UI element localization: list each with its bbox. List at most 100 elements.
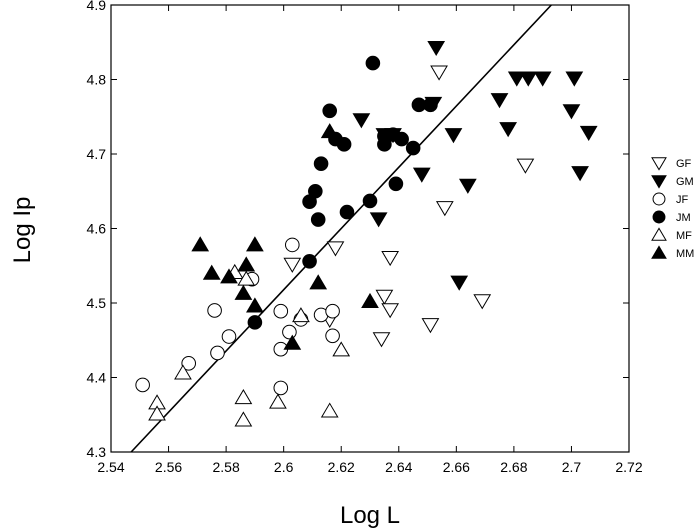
data-point-mf [174,364,192,380]
series-gm [352,40,598,291]
data-point-mf [234,411,253,427]
data-point-gm [427,40,446,57]
data-point-mm [234,284,253,300]
data-point-gf [430,65,448,81]
legend-marker-gf [651,157,667,171]
data-point-gf [375,289,394,305]
legend-item-gf: GF [651,157,692,171]
data-point-mm [191,236,210,252]
data-point-jm [362,193,378,209]
x-tick-label: 2.66 [443,459,470,475]
data-point-mm [220,268,238,284]
data-point-gf [516,158,535,174]
legend-marker-mm [651,245,667,259]
x-tick-label: 2.58 [212,459,239,475]
data-point-mm [309,274,328,290]
legend-label: GM [676,176,694,188]
data-point-gm [579,125,598,141]
data-point-mf [237,270,256,286]
data-point-gf [381,251,400,267]
data-point-mf [148,405,166,421]
series-gf [283,65,535,348]
legend-item-jf: JF [652,192,689,206]
data-point-gf [372,332,391,348]
data-point-jf [135,377,150,393]
data-point-gf [381,303,400,319]
fit-line-group [130,4,552,453]
data-point-gm [519,71,538,87]
data-point-jm [336,137,352,152]
data-point-mf [234,389,253,405]
data-points [135,40,598,427]
data-point-gm [450,275,469,291]
data-point-jf [181,356,196,371]
data-point-mm [320,123,339,139]
plot-frame [110,4,630,453]
y-tick-label: 4.3 [87,444,107,460]
legend-marker-jf [652,192,666,206]
data-point-gm [571,166,589,182]
data-point-jm [388,176,404,192]
data-point-gm [369,212,388,228]
data-point-gf [283,257,302,273]
data-point-gf [326,241,345,257]
data-point-gm [533,71,552,87]
data-point-gf [473,294,492,310]
y-tick-label: 4.9 [87,0,107,13]
x-tick-label: 2.64 [385,459,412,475]
legend-item-mm: MM [651,245,694,260]
legend: GF GM JF JM MF MM [651,157,694,260]
legend-marker-mf [651,227,667,241]
data-point-gm [507,71,526,87]
legend-marker-gm [651,175,667,189]
x-tick-label: 2.56 [155,459,182,475]
data-point-mm [283,334,302,350]
series-jm [247,55,438,330]
tick-labels: 2.54 2.56 2.58 2.6 2.62 2.64 2.66 2.68 2.7 2.72 4.… [87,0,643,475]
data-point-gm [499,122,518,138]
data-point-jm [308,183,323,199]
y-tick-label: 4.6 [87,221,107,237]
data-point-gm [458,178,477,194]
legend-item-mf: MF [651,227,692,242]
legend-item-jm: JM [652,210,691,224]
data-point-jf [285,237,300,253]
y-tick-label: 4.4 [87,370,107,386]
series-mf [148,263,351,427]
data-point-jm [322,103,338,119]
data-point-jf [207,303,222,318]
x-tick-label: 2.62 [328,459,355,475]
data-point-gf [435,201,454,217]
data-point-jf [273,303,289,319]
data-point-jm [365,55,381,71]
data-point-gm [562,104,581,120]
data-point-gm [352,113,371,129]
data-point-jm [339,204,355,220]
data-point-jm [302,253,317,269]
data-point-jm [310,212,326,227]
series-mm [191,123,379,350]
data-point-mf [292,307,310,323]
data-point-jm [377,137,392,152]
x-tick-label: 2.6 [274,459,294,475]
data-point-jm [313,156,329,171]
legend-label: JF [676,194,689,206]
data-point-mm [246,236,264,252]
legend-label: GF [676,158,692,170]
y-tick-label: 4.5 [87,295,107,311]
data-point-gf [421,318,440,334]
y-tick-label: 4.8 [87,72,107,88]
data-point-mf [269,393,287,409]
x-tick-label: 2.68 [500,459,527,475]
legend-label: JM [676,212,691,224]
legend-item-gm: GM [651,175,694,189]
data-point-jf [325,303,340,319]
legend-marker-jm [652,210,666,224]
data-point-jm [405,140,421,156]
data-point-mm [202,264,221,280]
data-point-gm [412,167,431,183]
data-point-jf [273,380,289,396]
data-point-jm [247,315,263,330]
data-point-jm [394,131,409,147]
